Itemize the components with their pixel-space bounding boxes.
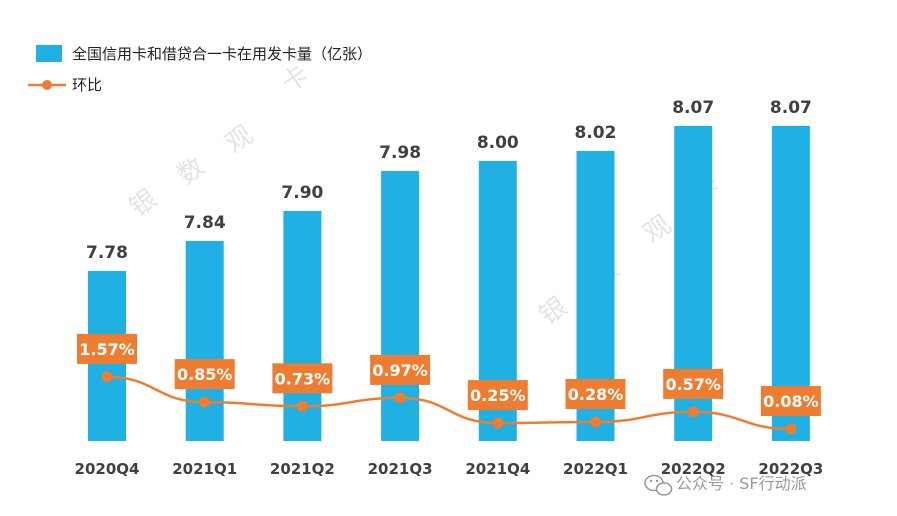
wechat-icon (644, 474, 673, 496)
bar-value-label: 7.98 (379, 143, 421, 163)
bar-labels: 7.78 7.84 7.90 7.98 8.00 8.02 8.07 8.07 (86, 98, 812, 263)
bar-value-label: 8.00 (477, 133, 519, 153)
watermark-glyph: 银 (124, 184, 163, 223)
x-axis-ticks: 2020Q4 2021Q1 2021Q2 2021Q3 2021Q4 2022Q1 2022… (75, 460, 824, 478)
watermark-glyph: 银 (534, 292, 573, 331)
pct-labels: 1.57% 0.85% 0.73% 0.97% 0.25% 0.28% 0.57% 0.08% (77, 333, 821, 416)
line-point-2022Q2 (687, 406, 699, 418)
pct-label-box (565, 379, 626, 409)
pct-label-box (760, 386, 821, 416)
x-tick-label: 2021Q4 (465, 460, 530, 478)
pct-label: 0.57% (665, 375, 721, 394)
bar-value-label: 7.90 (281, 183, 323, 203)
pct-label: 0.73% (275, 369, 331, 388)
legend-bar-swatch (36, 45, 62, 62)
pct-label-box (174, 359, 235, 390)
pct-label-box (370, 354, 431, 385)
line-point-2020Q4 (101, 371, 113, 383)
pct-label-box (272, 363, 333, 394)
pct-label-box (467, 380, 528, 411)
watermark-glyph: 数 (172, 152, 211, 191)
x-tick-label: 2021Q2 (270, 460, 335, 478)
x-tick-label: 2021Q1 (172, 460, 237, 478)
legend: 全国信用卡和借贷合一卡在用发卡量（亿张） 环比 (28, 45, 372, 94)
bar-value-label: 8.02 (575, 123, 617, 143)
pct-label-box (663, 368, 724, 399)
bar-value-label: 8.07 (672, 98, 714, 118)
footer: 公众号 · SF行动派 (644, 474, 807, 496)
bar-2021Q1 (185, 241, 224, 441)
line-point-2021Q3 (394, 392, 406, 404)
x-tick-label: 2022Q2 (661, 460, 726, 478)
line-point-2021Q4 (492, 417, 504, 429)
bar-value-label: 7.84 (184, 213, 226, 233)
x-tick-label: 2022Q3 (758, 460, 823, 478)
footer-source: 公众号 · SF行动派 (676, 474, 807, 493)
bar-value-label: 8.07 (770, 98, 812, 118)
legend-line-label: 环比 (72, 76, 102, 94)
pct-label: 0.28% (568, 385, 624, 404)
watermark-glyph: 观 (638, 210, 677, 249)
x-tick-label: 2021Q3 (368, 460, 433, 478)
legend-bar-label: 全国信用卡和借贷合一卡在用发卡量（亿张） (72, 45, 372, 63)
watermark-glyph: 卡 (276, 60, 315, 99)
x-tick-label: 2020Q4 (75, 460, 140, 478)
line-point-2021Q2 (296, 400, 308, 412)
line-point-2021Q1 (199, 396, 211, 408)
x-tick-label: 2022Q1 (563, 460, 628, 478)
pct-label: 0.85% (177, 365, 233, 384)
pct-label: 1.57% (79, 340, 135, 359)
line-point-2022Q3 (785, 423, 797, 435)
pct-label: 0.25% (470, 386, 526, 405)
watermark-glyph: 观 (220, 120, 259, 159)
bar-value-label: 7.78 (86, 243, 128, 263)
pct-label-box (77, 333, 137, 364)
line-point-2022Q1 (590, 416, 601, 428)
legend-line-marker (42, 80, 52, 90)
pct-label: 0.97% (372, 361, 428, 380)
pct-label: 0.08% (763, 392, 819, 411)
line-layer (101, 371, 797, 435)
